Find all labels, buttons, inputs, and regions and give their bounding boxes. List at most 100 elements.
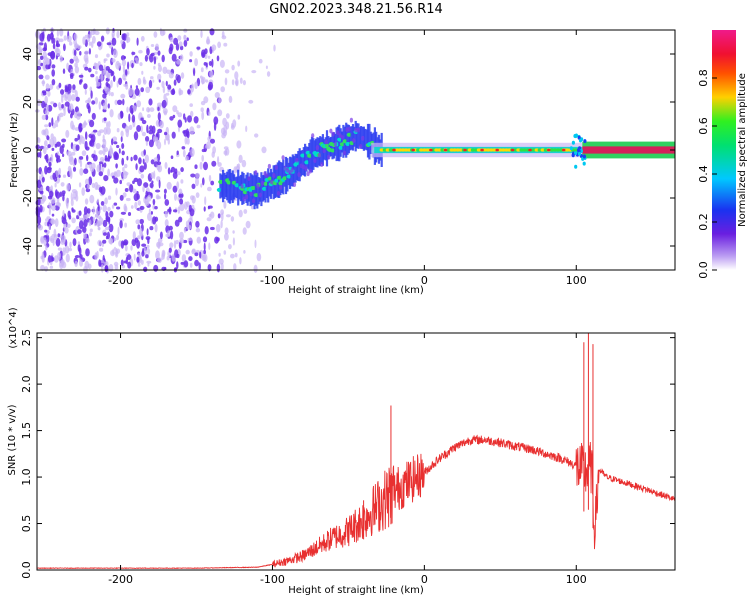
- noise-speck: [61, 190, 66, 195]
- noise-speck: [224, 227, 229, 235]
- ridge-blob: [282, 176, 288, 181]
- noise-speck: [251, 70, 257, 74]
- noise-speck: [180, 54, 184, 62]
- noise-speck: [51, 117, 54, 127]
- ridge-halo: [347, 126, 351, 132]
- noise-speck: [122, 192, 127, 198]
- noise-speck: [184, 201, 188, 210]
- noise-speck: [85, 188, 91, 193]
- noise-speck: [82, 226, 87, 233]
- noise-speck: [217, 109, 223, 117]
- noise-speck: [165, 80, 168, 87]
- noise-speck: [210, 211, 215, 219]
- ridge-band: [294, 153, 297, 183]
- noise-speck: [185, 249, 190, 255]
- noise-speck: [234, 252, 238, 258]
- ridge-band: [364, 128, 367, 150]
- noise-speck: [116, 144, 120, 149]
- noise-speck: [108, 68, 112, 74]
- ridge-band: [310, 136, 314, 173]
- noise-speck: [40, 236, 45, 243]
- noise-speck: [137, 77, 142, 86]
- noise-speck: [172, 185, 178, 193]
- ridge-blob: [304, 160, 310, 165]
- noise-speck: [124, 125, 130, 133]
- noise-speck: [219, 59, 225, 68]
- noise-speck: [179, 238, 185, 244]
- noise-speck: [39, 145, 45, 150]
- noise-speck: [85, 146, 90, 151]
- noise-speck: [163, 188, 167, 194]
- noise-speck: [113, 237, 117, 242]
- noise-speck: [168, 247, 172, 253]
- noise-speck: [57, 252, 62, 260]
- noise-speck: [189, 59, 193, 63]
- noise-speck: [40, 62, 44, 67]
- noise-speck: [98, 171, 104, 177]
- ridge-band: [254, 175, 257, 206]
- noise-speck: [200, 30, 203, 38]
- ridge-blob: [324, 143, 330, 148]
- noise-speck: [110, 250, 116, 257]
- stable-blob: [482, 148, 488, 152]
- noise-speck: [178, 41, 183, 47]
- noise-speck: [102, 138, 107, 148]
- noise-speck: [150, 44, 155, 47]
- noise-speck: [176, 171, 181, 176]
- noise-speck: [112, 136, 118, 142]
- noise-speck: [208, 61, 212, 66]
- noise-speck: [49, 32, 54, 40]
- ridge-halo: [274, 165, 278, 170]
- noise-speck: [139, 227, 143, 237]
- noise-speck: [245, 125, 248, 132]
- burst-blob: [571, 153, 575, 158]
- noise-speck: [173, 37, 179, 46]
- noise-speck: [51, 205, 56, 211]
- noise-speck: [169, 37, 174, 43]
- noise-speck: [78, 122, 83, 132]
- noise-speck: [202, 177, 205, 186]
- noise-speck: [234, 71, 239, 80]
- noise-speck: [94, 97, 99, 105]
- noise-speck: [194, 252, 199, 257]
- noise-speck: [157, 128, 163, 134]
- noise-speck: [200, 107, 204, 112]
- noise-speck: [212, 102, 217, 111]
- stable-peak: [411, 148, 416, 152]
- noise-speck: [150, 211, 153, 215]
- noise-speck: [147, 262, 150, 267]
- stable-blob: [531, 148, 536, 152]
- noise-speck: [261, 146, 267, 154]
- stable-blob: [452, 148, 457, 152]
- noise-speck: [78, 182, 82, 188]
- noise-speck: [83, 53, 89, 63]
- noise-speck: [153, 157, 158, 163]
- noise-speck: [40, 255, 44, 260]
- noise-speck: [52, 43, 56, 50]
- noise-speck: [128, 124, 133, 130]
- noise-speck: [130, 205, 134, 209]
- noise-speck: [83, 214, 89, 220]
- noise-speck: [98, 217, 104, 225]
- noise-speck: [62, 68, 66, 74]
- noise-speck: [37, 208, 42, 212]
- noise-speck: [200, 67, 204, 73]
- ridge-band: [295, 154, 298, 181]
- noise-speck: [245, 220, 251, 229]
- noise-speck: [210, 180, 215, 186]
- noise-speck: [91, 100, 96, 105]
- stable-peak: [510, 148, 515, 152]
- noise-speck: [136, 125, 142, 132]
- ridge-blob: [234, 183, 240, 188]
- noise-speck: [43, 42, 48, 52]
- ridge-band: [341, 131, 344, 153]
- noise-speck: [52, 136, 57, 145]
- noise-speck: [148, 139, 154, 148]
- noise-speck: [214, 92, 220, 99]
- noise-speck: [150, 172, 155, 179]
- ridge-halo: [254, 170, 258, 175]
- noise-speck: [239, 77, 243, 84]
- stable-blob: [476, 148, 482, 152]
- noise-speck: [61, 138, 67, 143]
- noise-speck: [102, 239, 107, 244]
